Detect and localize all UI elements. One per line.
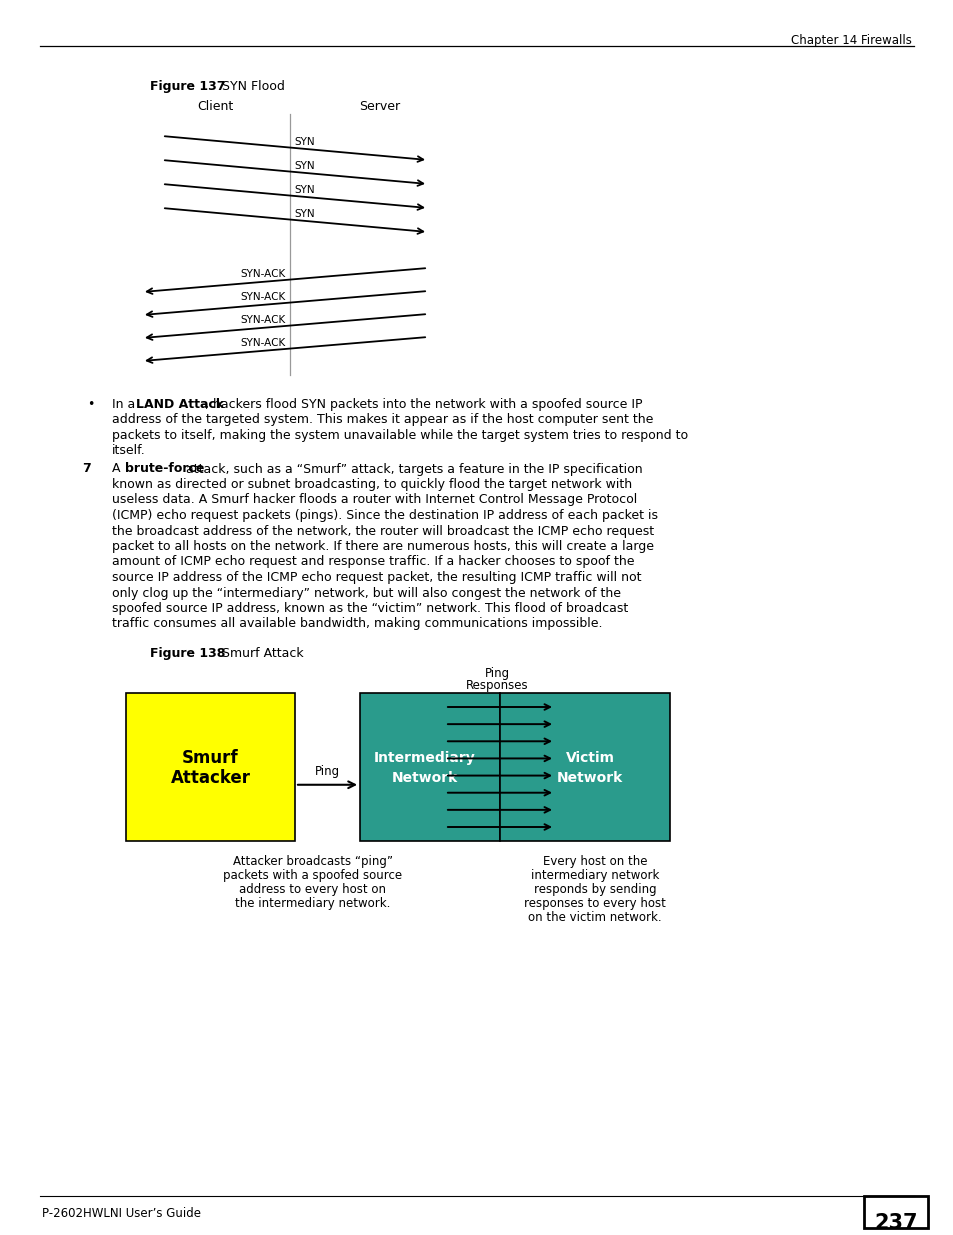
Text: Responses: Responses bbox=[465, 679, 528, 692]
Text: packet to all hosts on the network. If there are numerous hosts, this will creat: packet to all hosts on the network. If t… bbox=[112, 540, 654, 553]
Text: Server: Server bbox=[359, 100, 400, 112]
Text: the intermediary network.: the intermediary network. bbox=[235, 897, 391, 910]
Text: Ping: Ping bbox=[484, 667, 509, 680]
Text: SYN: SYN bbox=[294, 137, 314, 147]
Text: intermediary network: intermediary network bbox=[530, 869, 659, 882]
Text: Smurf: Smurf bbox=[182, 748, 238, 767]
Text: SYN: SYN bbox=[294, 161, 314, 170]
Text: 7: 7 bbox=[82, 462, 91, 475]
Text: , hackers flood SYN packets into the network with a spoofed source IP: , hackers flood SYN packets into the net… bbox=[205, 398, 641, 411]
Text: Client: Client bbox=[196, 100, 233, 112]
Text: itself.: itself. bbox=[112, 445, 146, 457]
Text: packets with a spoofed source: packets with a spoofed source bbox=[223, 869, 402, 882]
Text: traffic consumes all available bandwidth, making communications impossible.: traffic consumes all available bandwidth… bbox=[112, 618, 602, 631]
Text: LAND Attack: LAND Attack bbox=[136, 398, 224, 411]
Text: amount of ICMP echo request and response traffic. If a hacker chooses to spoof t: amount of ICMP echo request and response… bbox=[112, 556, 634, 568]
Text: attack, such as a “Smurf” attack, targets a feature in the IP specification: attack, such as a “Smurf” attack, target… bbox=[182, 462, 642, 475]
Text: spoofed source IP address, known as the “victim” network. This flood of broadcas: spoofed source IP address, known as the … bbox=[112, 601, 628, 615]
Text: Network: Network bbox=[392, 771, 457, 785]
Text: Figure 137: Figure 137 bbox=[150, 80, 225, 93]
Text: SYN: SYN bbox=[294, 185, 314, 195]
Text: brute-force: brute-force bbox=[125, 462, 204, 475]
Text: on the victim network.: on the victim network. bbox=[528, 911, 661, 924]
Text: only clog up the “intermediary” network, but will also congest the network of th: only clog up the “intermediary” network,… bbox=[112, 587, 620, 599]
Text: Attacker: Attacker bbox=[171, 769, 251, 787]
Text: responds by sending: responds by sending bbox=[533, 883, 656, 897]
Text: Network: Network bbox=[557, 771, 622, 785]
Text: useless data. A Smurf hacker floods a router with Internet Control Message Proto: useless data. A Smurf hacker floods a ro… bbox=[112, 494, 637, 506]
Text: Chapter 14 Firewalls: Chapter 14 Firewalls bbox=[790, 35, 911, 47]
Text: SYN-ACK: SYN-ACK bbox=[240, 291, 286, 303]
Text: source IP address of the ICMP echo request packet, the resulting ICMP traffic wi: source IP address of the ICMP echo reque… bbox=[112, 571, 640, 584]
Text: SYN-ACK: SYN-ACK bbox=[240, 269, 286, 279]
Text: In a: In a bbox=[112, 398, 139, 411]
Text: A: A bbox=[112, 462, 125, 475]
Text: SYN-ACK: SYN-ACK bbox=[240, 315, 286, 325]
Bar bbox=[863, 1195, 927, 1228]
Text: Smurf Attack: Smurf Attack bbox=[222, 647, 303, 659]
Text: the broadcast address of the network, the router will broadcast the ICMP echo re: the broadcast address of the network, th… bbox=[112, 525, 654, 537]
Text: P-2602HWLNI User’s Guide: P-2602HWLNI User’s Guide bbox=[42, 1207, 201, 1220]
Bar bbox=[359, 693, 499, 841]
Text: SYN-ACK: SYN-ACK bbox=[240, 338, 286, 348]
Text: responses to every host: responses to every host bbox=[523, 897, 665, 910]
Text: Attacker broadcasts “ping”: Attacker broadcasts “ping” bbox=[233, 855, 393, 868]
Text: •: • bbox=[87, 398, 94, 411]
Text: Intermediary: Intermediary bbox=[374, 751, 476, 764]
Text: Figure 138: Figure 138 bbox=[150, 647, 225, 659]
Text: address to every host on: address to every host on bbox=[239, 883, 386, 897]
Text: Every host on the: Every host on the bbox=[542, 855, 646, 868]
Text: SYN Flood: SYN Flood bbox=[222, 80, 285, 93]
Text: (ICMP) echo request packets (pings). Since the destination IP address of each pa: (ICMP) echo request packets (pings). Sin… bbox=[112, 509, 658, 522]
Text: SYN: SYN bbox=[294, 209, 314, 219]
Text: address of the targeted system. This makes it appear as if the host computer sen: address of the targeted system. This mak… bbox=[112, 414, 653, 426]
Bar bbox=[126, 693, 294, 841]
Text: 237: 237 bbox=[873, 1213, 917, 1233]
Text: packets to itself, making the system unavailable while the target system tries t: packets to itself, making the system una… bbox=[112, 429, 687, 442]
Text: Ping: Ping bbox=[314, 764, 339, 778]
Bar bbox=[499, 693, 669, 841]
Text: known as directed or subnet broadcasting, to quickly flood the target network wi: known as directed or subnet broadcasting… bbox=[112, 478, 632, 492]
Text: Victim: Victim bbox=[565, 751, 614, 764]
